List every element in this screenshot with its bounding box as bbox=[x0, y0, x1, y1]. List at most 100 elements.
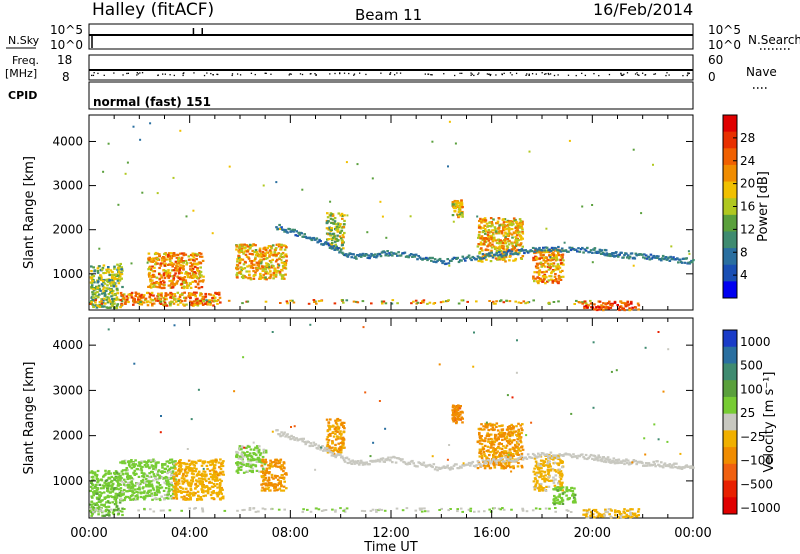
heatmap-cell bbox=[145, 483, 148, 486]
heatmap-cell bbox=[250, 262, 253, 265]
heatmap-cell bbox=[185, 487, 188, 490]
heatmap-cell bbox=[189, 286, 193, 289]
heatmap-cell bbox=[328, 232, 332, 235]
heatmap-cell bbox=[397, 251, 400, 254]
heatmap-cell bbox=[583, 300, 587, 303]
heatmap-cell bbox=[282, 470, 285, 473]
heatmap-cell bbox=[339, 223, 342, 226]
heatmap-cell bbox=[167, 269, 170, 272]
heatmap-cell bbox=[147, 268, 150, 271]
heatmap-cell bbox=[91, 472, 95, 475]
heatmap-cell bbox=[343, 427, 346, 430]
heatmap-cell bbox=[519, 223, 523, 226]
heatmap-cell bbox=[103, 514, 107, 517]
heatmap-cell bbox=[482, 425, 485, 428]
heatmap-cell bbox=[581, 301, 584, 304]
heatmap-cell bbox=[518, 226, 522, 229]
heatmap-cell bbox=[558, 502, 562, 505]
heatmap-cell bbox=[187, 255, 191, 258]
heatmap-cell bbox=[610, 509, 613, 512]
heatmap-cell bbox=[552, 257, 555, 260]
heatmap-cell bbox=[371, 177, 374, 180]
heatmap-cell bbox=[490, 249, 493, 252]
heatmap-cell bbox=[652, 254, 655, 258]
nave-dot bbox=[299, 73, 302, 75]
heatmap-cell bbox=[183, 495, 186, 498]
heatmap-cell bbox=[264, 253, 267, 256]
heatmap-cell bbox=[501, 254, 505, 257]
heatmap-cell bbox=[492, 233, 495, 236]
heatmap-cell bbox=[517, 461, 520, 465]
nave-dot bbox=[164, 73, 167, 75]
heatmap-cell bbox=[235, 248, 238, 251]
heatmap-cell bbox=[552, 301, 556, 303]
heatmap-cell bbox=[521, 423, 524, 426]
heatmap-cell bbox=[118, 270, 121, 273]
heatmap-cell bbox=[174, 267, 177, 270]
heatmap-cell bbox=[117, 488, 121, 491]
heatmap-cell bbox=[102, 475, 105, 478]
heatmap-cell bbox=[238, 251, 241, 254]
heatmap-cell bbox=[274, 459, 277, 462]
heatmap-cell bbox=[501, 464, 504, 467]
heatmap-cell bbox=[170, 477, 173, 480]
heatmap-cell bbox=[89, 489, 93, 493]
heatmap-cell bbox=[454, 203, 458, 206]
heatmap-cell bbox=[280, 246, 283, 249]
heatmap-cell bbox=[246, 454, 249, 457]
heatmap-cell bbox=[102, 487, 105, 490]
heatmap-cell bbox=[519, 235, 522, 238]
heatmap-cell bbox=[495, 252, 498, 255]
heatmap-cell bbox=[655, 255, 658, 258]
heatmap-cell bbox=[180, 258, 183, 261]
heatmap-cell bbox=[216, 494, 220, 497]
heatmap-cell bbox=[237, 250, 240, 253]
heatmap-cell bbox=[451, 203, 455, 206]
heatmap-cell bbox=[261, 266, 265, 269]
heatmap-cell bbox=[547, 268, 551, 271]
heatmap-cell bbox=[139, 301, 142, 303]
heatmap-cell bbox=[212, 490, 215, 493]
heatmap-cell bbox=[479, 427, 482, 430]
heatmap-cell bbox=[110, 480, 113, 483]
heatmap-cell bbox=[239, 468, 243, 471]
heatmap-cell bbox=[559, 478, 563, 481]
heatmap-cell bbox=[342, 421, 346, 424]
heatmap-cell bbox=[676, 257, 679, 260]
heatmap-cell bbox=[498, 434, 502, 437]
heatmap-cell bbox=[486, 233, 490, 237]
heatmap-cell bbox=[604, 508, 607, 511]
heatmap-cell bbox=[279, 273, 282, 276]
heatmap-cell bbox=[149, 275, 152, 278]
heatmap-cell bbox=[238, 258, 242, 262]
nave-dot bbox=[103, 74, 105, 77]
heatmap-cell bbox=[202, 478, 206, 481]
heatmap-cell bbox=[481, 249, 484, 252]
heatmap-cell bbox=[535, 266, 539, 269]
heatmap-cell bbox=[183, 299, 187, 302]
heatmap-cell bbox=[540, 256, 544, 259]
heatmap-cell bbox=[440, 259, 443, 263]
heatmap-cell bbox=[219, 491, 223, 494]
nave-dot bbox=[254, 73, 256, 76]
heatmap-cell bbox=[199, 299, 202, 302]
heatmap-cell bbox=[457, 404, 460, 407]
heatmap-cell bbox=[201, 481, 205, 484]
heatmap-cell bbox=[111, 304, 114, 308]
heatmap-cell bbox=[248, 276, 251, 279]
heatmap-cell bbox=[196, 297, 199, 300]
heatmap-cell bbox=[180, 286, 184, 289]
freq-panel bbox=[88, 54, 694, 81]
heatmap-cell bbox=[204, 295, 208, 298]
heatmap-cell bbox=[334, 426, 338, 429]
heatmap-cell bbox=[264, 484, 268, 487]
heatmap-cell bbox=[258, 260, 261, 263]
heatmap-cell bbox=[235, 263, 239, 266]
heatmap-cell bbox=[150, 494, 154, 497]
heatmap-cell bbox=[550, 479, 553, 482]
heatmap-cell bbox=[111, 279, 114, 282]
heatmap-cell bbox=[623, 309, 626, 312]
heatmap-cell bbox=[248, 465, 251, 468]
heatmap-cell bbox=[328, 445, 331, 448]
nave-dot bbox=[136, 72, 138, 74]
